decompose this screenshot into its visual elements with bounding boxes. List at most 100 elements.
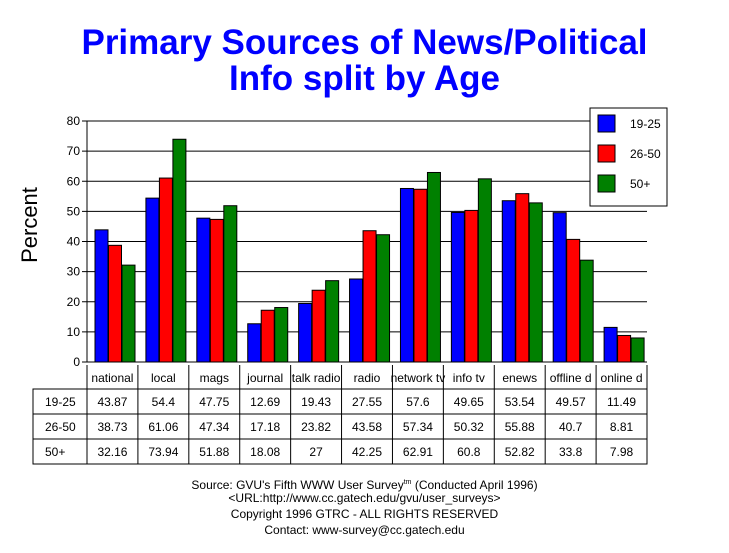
y-tick-label: 40 (67, 235, 81, 249)
y-tick-label: 50 (67, 204, 81, 218)
table-cell: 49.57 (556, 395, 586, 409)
table-cell: 57.34 (403, 420, 433, 434)
legend-swatch (597, 144, 616, 163)
table-cell: 7.98 (610, 445, 634, 459)
bar-50+-talk-radio (325, 280, 340, 363)
y-tick-label: 70 (67, 144, 81, 158)
chart-title-line1: Primary Sources of News/Political (81, 23, 648, 62)
category-label: radio (354, 371, 381, 385)
bar-19-25-info-tv (450, 211, 465, 363)
bar-50+-national (121, 264, 136, 363)
table-cell: 40.7 (559, 420, 583, 434)
table-row-label: 19-25 (45, 395, 76, 409)
table-cell: 47.75 (199, 395, 229, 409)
source-url: <URL:http://www.cc.gatech.edu/gvu/user_s… (228, 491, 501, 505)
category-label: journal (246, 371, 283, 385)
source-line1-prefix: Source: GVU's Fifth WWW User Survey (191, 478, 404, 492)
table-cell: 51.88 (199, 445, 229, 459)
category-label: enews (502, 371, 537, 385)
bar-26-50-radio (362, 230, 377, 363)
category-label: national (91, 371, 133, 385)
bar-26-50-online-d (617, 334, 632, 363)
table-cell: 43.87 (97, 395, 127, 409)
contact-line: Contact: www-survey@cc.gatech.edu (264, 523, 465, 537)
bar-19-25-radio (349, 278, 364, 363)
table-cell: 27.55 (352, 395, 382, 409)
bar-26-50-journal (260, 309, 275, 363)
y-tick-label: 80 (67, 114, 81, 128)
bar-50+-journal (274, 307, 289, 363)
y-tick-label: 20 (67, 295, 81, 309)
bar-19-25-local (145, 197, 160, 363)
table-cell: 52.82 (505, 445, 535, 459)
bar-50+-radio (376, 234, 391, 363)
bar-50+-online-d (630, 337, 645, 363)
bar-19-25-national (94, 229, 109, 363)
table-cell: 12.69 (250, 395, 280, 409)
table-cell: 23.82 (301, 420, 331, 434)
category-label: online d (601, 371, 643, 385)
bar-19-25-offline-d (552, 212, 567, 363)
table-cell: 47.34 (199, 420, 229, 434)
legend-swatch (597, 174, 616, 193)
table-cell: 55.88 (505, 420, 535, 434)
table-cell: 42.25 (352, 445, 382, 459)
bar-26-50-mags (209, 218, 224, 363)
bar-19-25-enews (501, 200, 516, 363)
y-tick-label: 0 (73, 355, 80, 369)
table-cell: 8.81 (610, 420, 634, 434)
table-row-label: 26-50 (45, 420, 76, 434)
bar-19-25-talk-radio (298, 302, 313, 363)
bar-50+-mags (223, 205, 238, 363)
category-label: network tv (391, 371, 446, 385)
bar-26-50-info-tv (464, 209, 479, 363)
bar-50+-info-tv (477, 178, 492, 363)
table-cell: 11.49 (607, 395, 636, 409)
table-cell: 57.6 (406, 395, 430, 409)
bar-50+-offline-d (579, 259, 594, 363)
category-label: offline d (550, 371, 592, 385)
legend-label: 26-50 (630, 147, 661, 161)
bar-26-50-local (158, 177, 173, 363)
bar-19-25-online-d (603, 326, 618, 363)
bar-26-50-national (108, 244, 122, 363)
table-row-label: 50+ (45, 445, 65, 459)
bar-26-50-offline-d (566, 238, 581, 363)
legend-swatch (597, 114, 616, 133)
chart-title-line2: Info split by Age (229, 59, 500, 98)
table-cell: 50.32 (454, 420, 484, 434)
table-cell: 18.08 (250, 445, 280, 459)
bar-19-25-mags (196, 217, 211, 363)
bar-19-25-network-tv (399, 187, 414, 363)
table-cell: 60.8 (457, 445, 481, 459)
legend-label: 19-25 (630, 117, 661, 131)
table-cell: 49.65 (454, 395, 484, 409)
table-cell: 53.54 (505, 395, 535, 409)
source-line1-suffix: (Conducted April 1996) (411, 478, 538, 492)
category-label: mags (200, 371, 229, 385)
legend-label: 50+ (630, 177, 650, 191)
table-cell: 54.4 (152, 395, 176, 409)
category-label: local (151, 371, 176, 385)
bar-19-25-journal (247, 323, 262, 363)
copyright-line: Copyright 1996 GTRC - ALL RIGHTS RESERVE… (230, 507, 499, 521)
source-line1-sup: tm (403, 479, 412, 486)
table-cell: 27 (309, 445, 323, 459)
bar-50+-enews (528, 202, 543, 363)
bar-50+-local (172, 138, 187, 363)
table-cell: 43.58 (352, 420, 382, 434)
bar-26-50-talk-radio (311, 289, 326, 363)
category-label: talk radio (292, 371, 341, 385)
table-cell: 17.18 (250, 420, 280, 434)
table-cell: 38.73 (97, 420, 127, 434)
y-tick-label: 60 (67, 174, 81, 188)
bar-26-50-network-tv (413, 188, 428, 363)
bar-26-50-enews (515, 193, 530, 363)
table-cell: 61.06 (148, 420, 178, 434)
table-cell: 62.91 (403, 445, 433, 459)
table-cell: 19.43 (301, 395, 331, 409)
bar-50+-network-tv (426, 171, 441, 363)
y-tick-label: 30 (67, 265, 81, 279)
y-tick-label: 10 (67, 325, 81, 339)
